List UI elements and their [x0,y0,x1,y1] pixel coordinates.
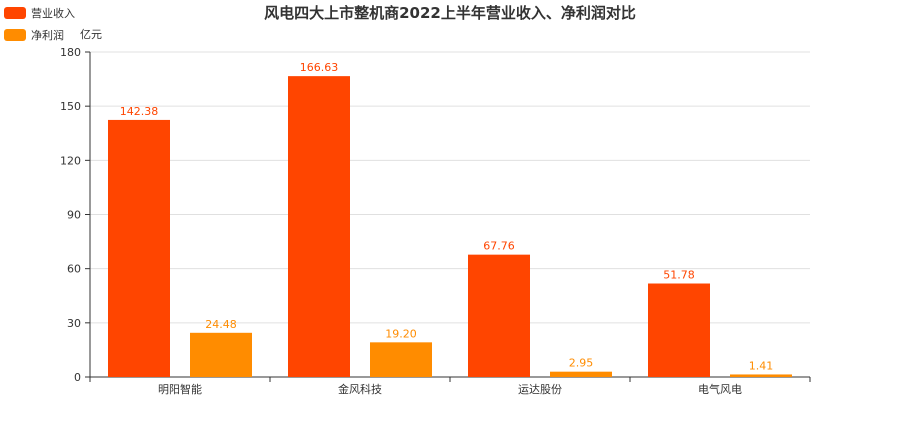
x-tick-label: 明阳智能 [158,382,202,396]
x-tick-label: 运达股份 [518,383,562,396]
legend-label-net-profit: 净利润 [31,29,64,42]
legend-swatch-revenue [4,7,26,19]
bar-revenue [288,76,350,378]
data-label: 142.38 [120,105,159,118]
legend-swatch-net-profit [4,29,26,41]
y-tick-label: 120 [60,154,81,167]
data-label: 166.63 [300,61,339,74]
bar-net-profit [550,371,612,377]
data-label: 2.95 [569,357,594,370]
y-tick-label: 150 [60,100,81,113]
bar-revenue [468,254,530,377]
y-tick-label: 90 [67,209,81,222]
legend-item-revenue[interactable]: 营业收入 [4,2,75,24]
data-label: 1.41 [749,359,774,372]
y-axis-unit: 亿元 [80,28,102,41]
y-tick-label: 60 [67,263,81,276]
bar-net-profit [370,342,432,377]
bar-revenue [648,283,710,377]
data-label: 24.48 [205,318,237,331]
y-tick-label: 30 [67,317,81,330]
x-tick-label: 金风科技 [338,382,382,396]
data-label: 19.20 [385,327,417,340]
x-tick-label: 电气风电 [698,382,742,396]
bar-net-profit [730,374,792,377]
legend-label-revenue: 营业收入 [31,7,75,20]
legend: 营业收入 净利润 [4,2,75,46]
data-label: 51.78 [663,269,695,282]
y-tick-label: 180 [60,46,81,59]
chart-title: 风电四大上市整机商2022上半年营业收入、净利润对比 [264,4,636,22]
bar-net-profit [190,332,252,377]
bar-revenue [108,119,170,378]
data-label: 67.76 [483,240,515,253]
y-tick-label: 0 [74,371,81,384]
legend-item-net-profit[interactable]: 净利润 [4,24,75,46]
